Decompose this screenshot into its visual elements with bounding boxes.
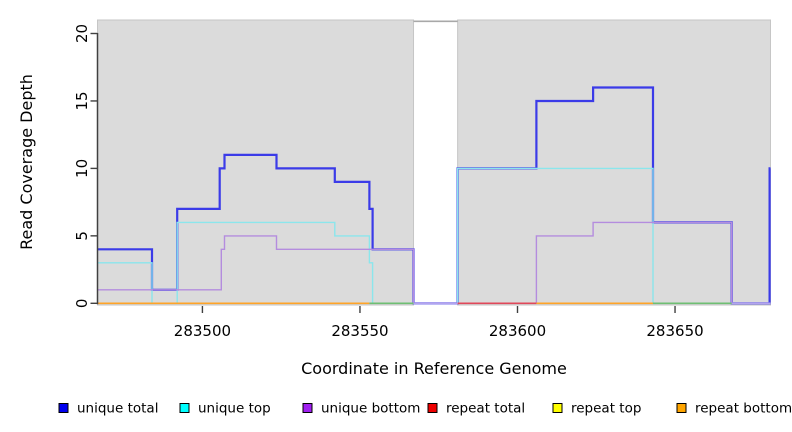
x-tick-label: 283550 [331,322,388,340]
series-lines-layer [97,86,771,305]
legend-swatch-unique-bottom [302,403,313,413]
y-tick-label: 0 [73,299,91,309]
legend-label-repeat-bottom: repeat bottom [695,401,792,417]
legend: unique total unique top unique bottom repea… [58,401,792,417]
legend-label-unique-bottom: unique bottom [321,401,420,417]
legend-label-unique-total: unique total [77,401,158,417]
legend-swatch-repeat-total [427,403,438,413]
y-tick-label: 20 [73,24,91,43]
y-tick-label: 15 [73,91,91,110]
legend-label-unique-top: unique top [198,401,271,417]
x-tick-label: 283650 [646,322,703,340]
series-line-unique-bottom [97,221,770,304]
x-tick-label: 283600 [489,322,546,340]
y-axis-title: Read Coverage Depth [17,74,36,250]
left-coverage-region [97,19,415,306]
legend-swatch-repeat-bottom [676,403,687,413]
plot-background-layer [97,19,771,306]
x-axis-title: Coordinate in Reference Genome [301,359,567,378]
x-tick-label: 283500 [174,322,231,340]
y-tick-label: 10 [73,159,91,178]
legend-label-repeat-top: repeat top [571,401,641,417]
legend-swatch-unique-top [179,403,190,413]
legend-swatch-unique-total [58,403,69,413]
y-tick-label: 5 [73,231,91,241]
legend-label-repeat-total: repeat total [446,401,525,417]
legend-swatch-repeat-top [552,403,563,413]
right-coverage-region [457,19,771,306]
axes-layer: 0 5 10 15 20 283500 283550 283600 283650 [73,24,704,340]
